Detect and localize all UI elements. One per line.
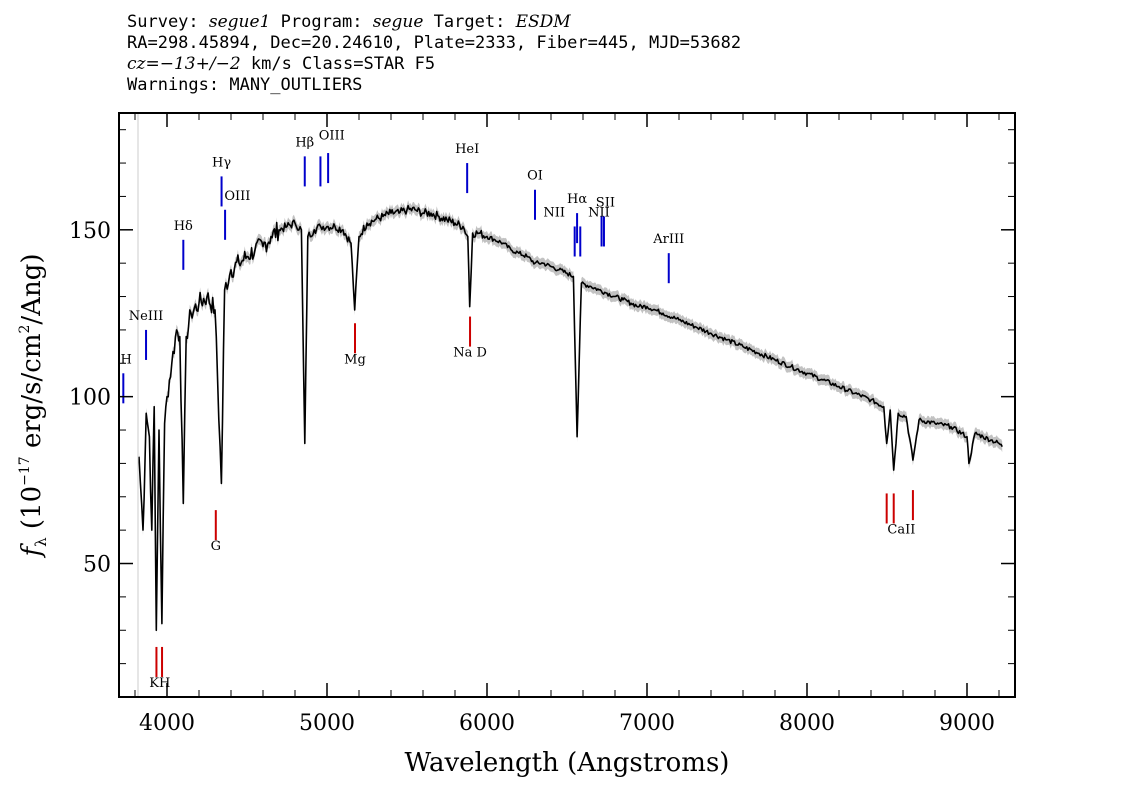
header-line-survey: Survey: segue1 Program: segue Target: ES… xyxy=(127,12,571,32)
line-mark-label-20: Na D xyxy=(453,346,487,361)
spectrum-series xyxy=(138,204,1003,632)
x-tick-label-1: 5000 xyxy=(299,711,355,736)
survey-name: segue1 xyxy=(208,12,271,32)
line-mark-label-19: Mg xyxy=(344,352,366,367)
line-mark-label-8: HeI xyxy=(455,142,479,157)
plot-header: Survey: segue1 Program: segue Target: ES… xyxy=(127,12,1027,96)
target-name: ESDM xyxy=(515,12,571,32)
header-line-coords: RA=298.45894, Dec=20.24610, Plate=2333, … xyxy=(127,33,742,53)
y-tick-label-1: 100 xyxy=(69,386,111,411)
x-tick-label-3: 7000 xyxy=(619,711,675,736)
line-mark-label-18: G xyxy=(211,539,221,554)
x-tick-label-0: 4000 xyxy=(139,711,195,736)
y-tick-label-2: 150 xyxy=(69,219,111,244)
line-mark-label-10: NII xyxy=(543,205,565,220)
y-tick-label-0: 50 xyxy=(83,553,111,578)
line-mark-label-21: CaII xyxy=(887,522,915,537)
line-mark-label-6: OIII xyxy=(319,129,345,144)
line-mark-label-15: ArIII xyxy=(652,232,684,247)
error-band-area xyxy=(139,200,1003,636)
error-band xyxy=(139,200,1003,636)
line-mark-label-3: Hγ xyxy=(212,155,231,170)
line-mark-label-4: OIII xyxy=(224,189,250,204)
line-mark-label-14: SII xyxy=(596,195,615,210)
axis-ticks: 4000 5000 6000 7000 8000 9000 50 100 150 xyxy=(69,113,1015,736)
header-line-redshift: cz=−13+/−2 km/s Class=STAR F5 xyxy=(127,54,436,74)
line-mark-label-2: Hδ xyxy=(174,219,193,234)
line-mark-label-0: H xyxy=(121,352,132,367)
x-tick-label-5: 9000 xyxy=(939,711,995,736)
spectrum-line xyxy=(138,204,1003,632)
y-axis-label: fλ (10−17 erg/s/cm2/Ang) xyxy=(17,254,50,559)
line-mark-label-9: OI xyxy=(527,169,543,184)
plot-frame xyxy=(118,112,1016,698)
header-line-warnings: Warnings: MANY_OUTLIERS xyxy=(127,75,363,95)
x-axis-label: Wavelength (Angstroms) xyxy=(405,748,730,778)
line-mark-label-1: NeIII xyxy=(129,309,163,324)
program-name: segue xyxy=(372,12,424,32)
line-mark-label-16: KH xyxy=(149,676,170,691)
line-mark-label-11: Hα xyxy=(567,192,587,207)
x-tick-label-2: 6000 xyxy=(459,711,515,736)
x-tick-label-4: 8000 xyxy=(779,711,835,736)
line-mark-label-5: Hβ xyxy=(295,135,314,150)
